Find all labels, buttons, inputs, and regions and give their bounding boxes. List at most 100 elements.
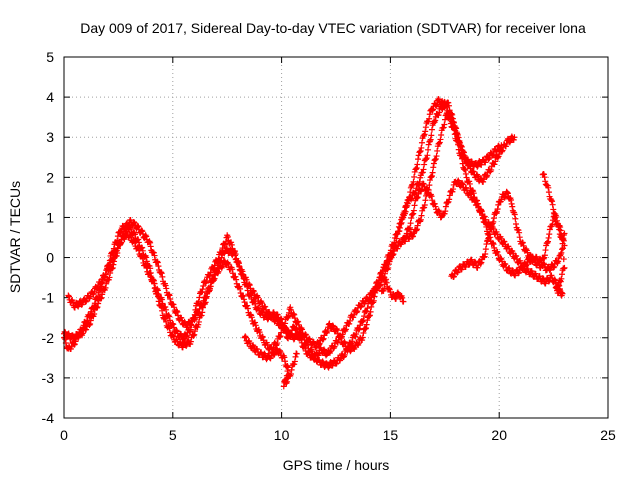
data-point [385,264,392,271]
data-point [467,191,474,198]
data-point [346,317,353,324]
data-point [424,186,431,193]
data-point [416,149,423,156]
data-point [130,219,137,226]
data-point [445,99,452,106]
data-point [414,194,421,201]
data-point [200,297,207,304]
data-point [411,173,418,180]
data-point [191,331,198,338]
data-point [261,350,268,357]
data-point [239,271,246,278]
data-point [342,326,349,333]
data-point [290,310,297,317]
data-point [386,285,393,292]
data-point [207,283,214,290]
data-point [423,155,430,162]
data-point [363,321,370,328]
data-point [347,348,354,355]
data-point [553,214,560,221]
data-point [276,347,283,354]
data-point [437,136,444,143]
data-point [264,316,271,323]
y-tick-label: 3 [46,129,54,145]
data-point [490,151,497,158]
chart-title: Day 009 of 2017, Sidereal Day-to-day VTE… [80,20,586,36]
data-point [408,196,415,203]
data-point [400,212,407,219]
data-point [432,203,439,210]
data-point [244,302,251,309]
data-point [249,343,256,350]
data-point [103,280,110,287]
data-point [421,201,428,208]
data-point [203,293,210,300]
data-point [527,252,534,259]
data-point [271,351,278,358]
data-point [219,245,226,252]
data-point [253,293,260,300]
data-point [334,327,341,334]
data-point [490,215,497,222]
data-point [200,282,207,289]
data-point [139,252,146,259]
data-point [147,239,154,246]
data-point [455,179,462,186]
data-point [215,268,222,275]
data-point [135,247,142,254]
data-point [559,290,566,297]
data-point [196,305,203,312]
data-point [357,304,364,311]
data-point [512,215,519,222]
data-point [423,156,430,163]
data-point [427,177,434,184]
data-point [292,353,299,360]
data-point [441,210,448,217]
data-point [473,172,480,179]
data-point [483,174,490,181]
data-point [202,279,209,286]
data-point [195,318,202,325]
data-point [170,301,177,308]
data-point [430,160,437,167]
data-point [411,202,418,209]
data-point [381,270,388,277]
data-point [235,259,242,266]
data-point [67,345,74,352]
data-point [158,270,165,277]
data-point [146,270,153,277]
data-point [429,197,436,204]
data-point [486,231,493,238]
data-point [87,321,94,328]
data-point [270,352,277,359]
data-point [366,312,373,319]
data-point [459,180,466,187]
data-point [330,323,337,330]
data-point [240,296,247,303]
data-point [300,343,307,350]
data-point [366,313,373,320]
data-point [546,267,553,274]
data-point [414,161,421,168]
data-point [540,255,547,262]
data-point [232,251,239,258]
data-point [485,156,492,163]
data-point [426,111,433,118]
data-point [501,238,508,245]
data-point [290,323,297,330]
data-point [250,288,257,295]
data-point [420,132,427,139]
data-point [435,112,442,119]
data-point [508,196,515,203]
data-point [196,294,203,301]
data-point [463,174,470,181]
data-point [440,124,447,131]
data-point [504,190,511,197]
data-point [198,301,205,308]
data-point [508,200,515,207]
data-point [147,243,154,250]
data-point [65,292,72,299]
data-point [302,347,309,354]
data-point [549,198,556,205]
data-point [302,331,309,338]
